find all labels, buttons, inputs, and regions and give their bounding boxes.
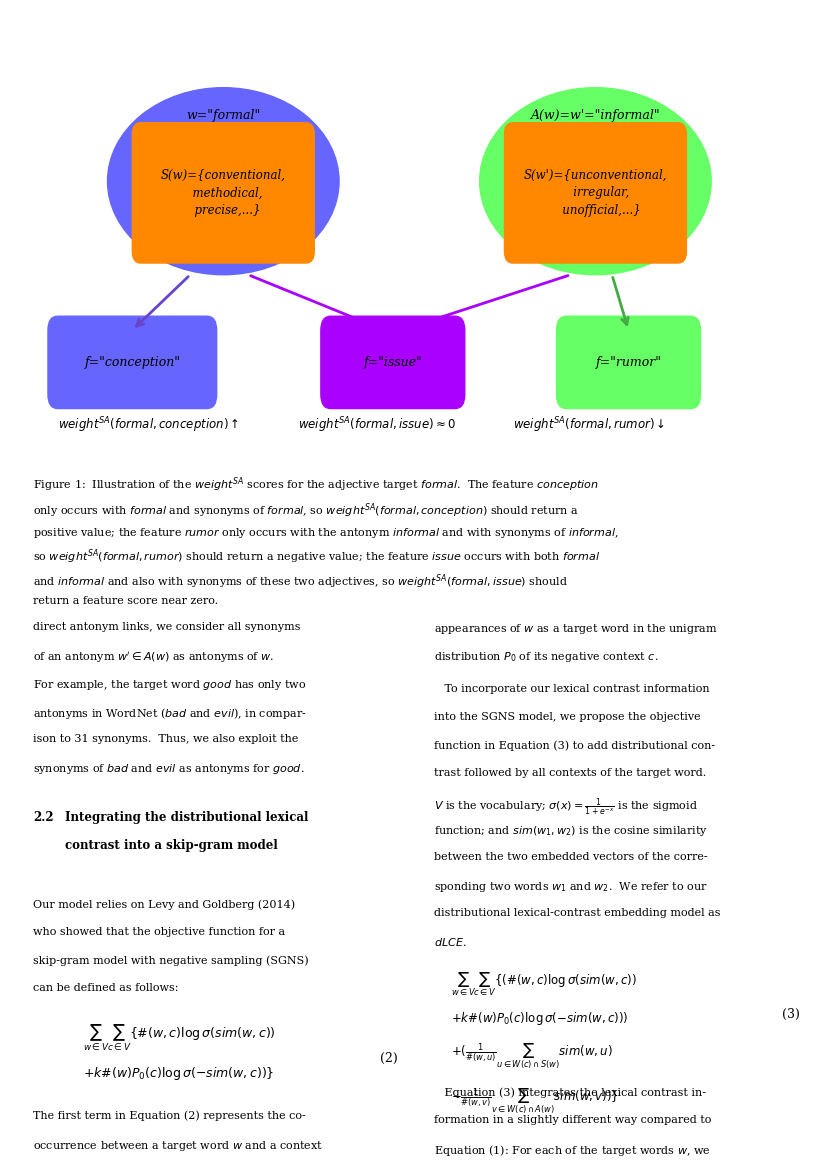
Text: direct antonym links, we consider all synonyms: direct antonym links, we consider all sy… bbox=[33, 622, 300, 632]
Text: f="issue": f="issue" bbox=[363, 355, 423, 369]
Text: $\sum_{w \in V}\sum_{c \in V}\{\#(w,c)\log\sigma(sim(w,c))$
$+k\#(w)P_0(c)\log\s: $\sum_{w \in V}\sum_{c \in V}\{\#(w,c)\l… bbox=[83, 1023, 275, 1082]
Text: 2.2: 2.2 bbox=[33, 811, 54, 824]
Text: trast followed by all contexts of the target word.: trast followed by all contexts of the ta… bbox=[434, 768, 706, 779]
Text: distributional lexical-contrast embedding model as: distributional lexical-contrast embeddin… bbox=[434, 908, 720, 919]
Text: Our model relies on Levy and Goldberg (2014): Our model relies on Levy and Goldberg (2… bbox=[33, 899, 295, 909]
Text: S(w)={conventional,
  methodical,
  precise,...}: S(w)={conventional, methodical, precise,… bbox=[160, 168, 286, 217]
Text: For example, the target word $good$ has only two: For example, the target word $good$ has … bbox=[33, 678, 307, 692]
Text: $dLCE$.: $dLCE$. bbox=[434, 936, 466, 948]
Text: antonyms in WordNet ($bad$ and $evil$), in compar-: antonyms in WordNet ($bad$ and $evil$), … bbox=[33, 706, 307, 721]
Text: formation in a slightly different way compared to: formation in a slightly different way co… bbox=[434, 1115, 711, 1126]
Text: S(w')={unconventional,
   irregular,
   unofficial,...}: S(w')={unconventional, irregular, unoffi… bbox=[523, 168, 667, 217]
FancyBboxPatch shape bbox=[504, 123, 686, 263]
Text: f="rumor": f="rumor" bbox=[595, 355, 662, 369]
Text: contrast into a skip-gram model: contrast into a skip-gram model bbox=[65, 839, 277, 852]
Text: Figure 1:  Illustration of the $weight^{SA}$ scores for the adjective target $fo: Figure 1: Illustration of the $weight^{S… bbox=[33, 476, 619, 606]
Text: f="conception": f="conception" bbox=[84, 355, 180, 369]
Text: who showed that the objective function for a: who showed that the objective function f… bbox=[33, 927, 285, 938]
Text: The first term in Equation (2) represents the co-: The first term in Equation (2) represent… bbox=[33, 1111, 306, 1121]
Ellipse shape bbox=[108, 88, 339, 275]
Text: $\sum_{w\in V}\sum_{c\in V}\{(\#(w,c)\log\sigma(sim(w,c))$
$+k\#(w)P_0(c)\log\si: $\sum_{w\in V}\sum_{c\in V}\{(\#(w,c)\lo… bbox=[451, 970, 637, 1118]
FancyBboxPatch shape bbox=[321, 317, 465, 409]
Text: $weight^{SA}(formal, rumor)\downarrow$: $weight^{SA}(formal, rumor)\downarrow$ bbox=[513, 416, 665, 435]
Text: To incorporate our lexical contrast information: To incorporate our lexical contrast info… bbox=[434, 684, 710, 694]
FancyBboxPatch shape bbox=[132, 123, 314, 263]
Ellipse shape bbox=[480, 88, 711, 275]
Text: Equation (3) integrates the lexical contrast in-: Equation (3) integrates the lexical cont… bbox=[434, 1087, 706, 1098]
Text: function; and $sim(w_1, w_2)$ is the cosine similarity: function; and $sim(w_1, w_2)$ is the cos… bbox=[434, 824, 708, 838]
Text: $weight^{SA}(formal, conception)\uparrow$: $weight^{SA}(formal, conception)\uparrow… bbox=[58, 416, 239, 435]
Text: $c$ within a context window.  The number of ap-: $c$ within a context window. The number … bbox=[33, 1167, 297, 1169]
Text: (2): (2) bbox=[380, 1052, 398, 1065]
Text: $V$ is the vocabulary; $\sigma(x) = \frac{1}{1+e^{-x}}$ is the sigmoid: $V$ is the vocabulary; $\sigma(x) = \fra… bbox=[434, 796, 698, 818]
FancyBboxPatch shape bbox=[48, 317, 217, 409]
Text: skip-gram model with negative sampling (SGNS): skip-gram model with negative sampling (… bbox=[33, 955, 308, 966]
Text: (3): (3) bbox=[782, 1008, 800, 1021]
FancyBboxPatch shape bbox=[557, 317, 700, 409]
Text: A(w)=w'="informal": A(w)=w'="informal" bbox=[531, 109, 660, 123]
Text: function in Equation (3) to add distributional con-: function in Equation (3) to add distribu… bbox=[434, 740, 715, 750]
Text: of an antonym $w' \in A(w)$ as antonyms of $w$.: of an antonym $w' \in A(w)$ as antonyms … bbox=[33, 650, 275, 665]
Text: appearances of $w$ as a target word in the unigram: appearances of $w$ as a target word in t… bbox=[434, 622, 718, 636]
Text: ison to 31 synonyms.  Thus, we also exploit the: ison to 31 synonyms. Thus, we also explo… bbox=[33, 734, 299, 745]
Text: synonyms of $bad$ and $evil$ as antonyms for $good$.: synonyms of $bad$ and $evil$ as antonyms… bbox=[33, 762, 304, 776]
Text: between the two embedded vectors of the corre-: between the two embedded vectors of the … bbox=[434, 852, 708, 863]
Text: occurrence between a target word $w$ and a context: occurrence between a target word $w$ and… bbox=[33, 1139, 323, 1153]
Text: can be defined as follows:: can be defined as follows: bbox=[33, 983, 179, 994]
Text: distribution $P_0$ of its negative context $c$.: distribution $P_0$ of its negative conte… bbox=[434, 650, 659, 664]
Text: w="formal": w="formal" bbox=[186, 109, 261, 123]
Text: $weight^{SA}(formal, issue)\approx 0$: $weight^{SA}(formal, issue)\approx 0$ bbox=[298, 416, 456, 435]
Text: sponding two words $w_1$ and $w_2$.  We refer to our: sponding two words $w_1$ and $w_2$. We r… bbox=[434, 880, 708, 894]
Text: Integrating the distributional lexical: Integrating the distributional lexical bbox=[65, 811, 308, 824]
Text: Equation (1): For each of the target words $w$, we: Equation (1): For each of the target wor… bbox=[434, 1143, 711, 1158]
Text: into the SGNS model, we propose the objective: into the SGNS model, we propose the obje… bbox=[434, 712, 700, 722]
